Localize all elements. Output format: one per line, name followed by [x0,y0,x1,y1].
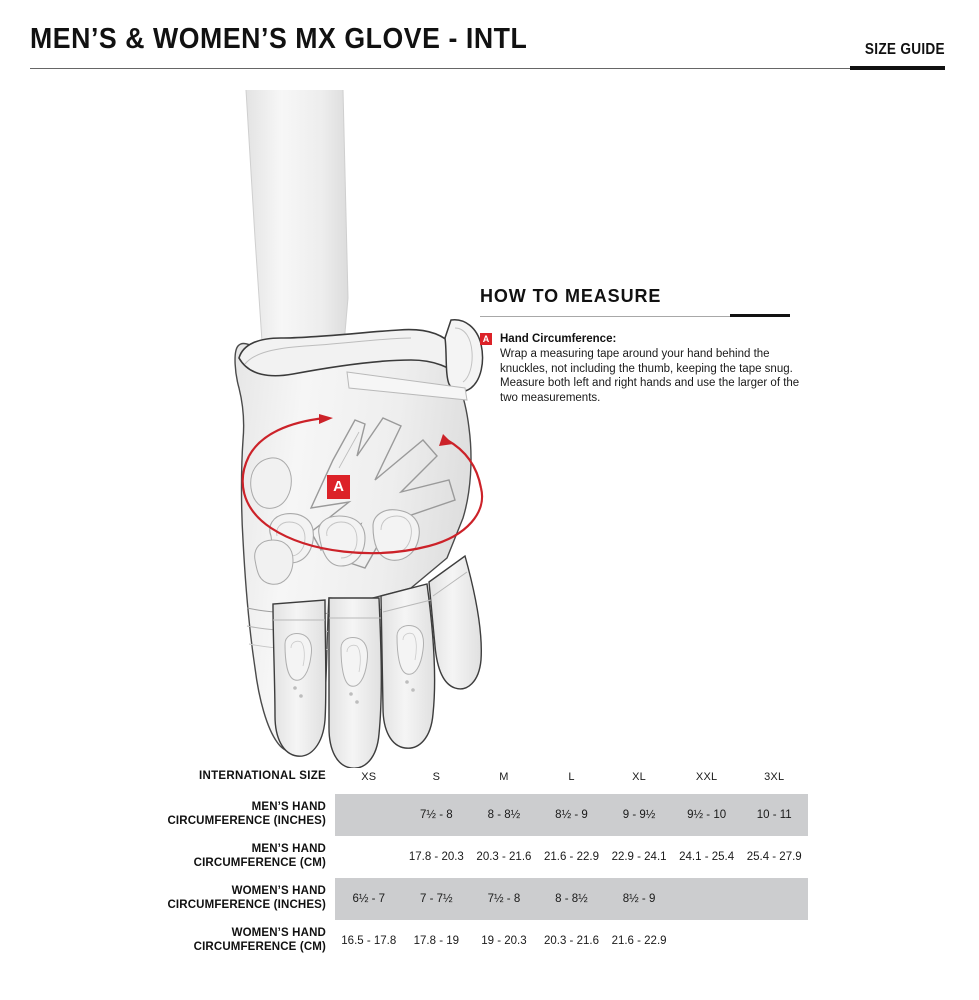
table-row: MEN’S HAND CIRCUMFERENCE (INCHES) 7½ - 8 8 … [0,794,979,836]
table-cell: 8 - 8½ [555,893,588,905]
table-cell: 25.4 - 27.9 [746,851,802,863]
table-cell: S [432,771,441,783]
table-cell-group: XS S M L XL XXL 3XL [335,760,808,794]
glove-illustration [215,88,535,768]
table-cell: 7½ - 8 [487,893,521,905]
table-row-label: MEN’S HAND CIRCUMFERENCE (CM) [0,843,326,870]
header-divider-accent [850,66,945,70]
table-cell: XS [361,771,377,783]
table-row: WOMEN’S HAND CIRCUMFERENCE (INCHES) 6½ - 7… [0,878,979,920]
table-row-label-line1: WOMEN’S HAND [231,927,326,939]
how-to-measure-divider-thin [480,316,790,317]
measure-badge-a-icon: A [480,333,492,345]
table-cell: L [568,771,575,783]
table-cell: M [499,771,509,783]
table-row-label-line2: CIRCUMFERENCE (CM) [193,856,326,869]
table-cell: 7½ - 8 [420,809,453,821]
table-row-label: WOMEN’S HAND CIRCUMFERENCE (CM) [0,927,326,954]
table-header-label: INTERNATIONAL SIZE [198,770,326,782]
table-cell: 20.3 - 21.6 [476,851,532,863]
row-highlight-band [335,794,808,836]
table-cell [335,836,403,878]
table-cell: 19 - 20.3 [481,935,527,947]
table-cell [740,920,808,962]
table-row-label-line2: CIRCUMFERENCE (CM) [193,940,326,953]
table-cell-group: 6½ - 7 7 - 7½ 7½ - 8 8 - 8½ 8½ - 9 [335,878,808,920]
table-row-label: WOMEN’S HAND CIRCUMFERENCE (INCHES) [0,885,326,912]
table-header-row: INTERNATIONAL SIZE XS S M L XL XXL 3XL [0,760,979,794]
table-cell: 3XL [764,771,785,783]
table-cell-group: 17.8 - 20.3 20.3 - 21.6 21.6 - 22.9 22.9 - … [335,836,808,878]
table-cell: 8½ - 9 [555,809,588,821]
table-cell: 8½ - 9 [622,893,656,905]
glove-forearm [245,89,349,364]
measure-instruction-body: Wrap a measuring tape around your hand b… [500,348,800,404]
header-divider-thin [30,68,945,69]
table-cell: 6½ - 7 [352,893,386,905]
glove-fingers [272,554,483,768]
table-cell-group: 16.5 - 17.8 17.8 - 19 19 - 20.3 20.3 - 21.6… [335,920,808,962]
measure-instruction-a: A Hand Circumference: Wrap a measuring t… [480,332,800,405]
measure-point-marker-a: A [327,475,350,499]
table-row-label-line2: CIRCUMFERENCE (INCHES) [167,814,326,827]
measure-instruction-title: Hand Circumference: [500,333,617,345]
table-row-label-line1: MEN’S HAND [251,801,326,813]
table-cell [740,878,808,920]
table-cell: 24.1 - 25.4 [679,851,735,863]
table-cell: 21.6 - 22.9 [543,851,599,863]
how-to-measure-section: HOW TO MEASURE A Hand Circumference: Wra… [480,286,800,405]
table-cell: XL [632,771,646,783]
table-row: WOMEN’S HAND CIRCUMFERENCE (CM) 16.5 - 17.… [0,920,979,962]
size-chart-table: INTERNATIONAL SIZE XS S M L XL XXL 3XL MEN’S HAN… [0,760,979,962]
table-cell: 17.8 - 20.3 [408,851,464,863]
size-guide-label: SIZE GUIDE [865,41,945,58]
page-title: MEN’S & WOMEN’S MX GLOVE - INTL [30,23,528,55]
table-row-label-line1: MEN’S HAND [251,843,326,855]
table-cell-group: 7½ - 8 8 - 8½ 8½ - 9 9 - 9½ 9½ - 10 10 - 11 [335,794,808,836]
how-to-measure-divider-accent [730,314,790,317]
table-cell: 20.3 - 21.6 [543,935,599,947]
table-cell: 7 - 7½ [420,893,453,905]
table-cell [335,794,403,836]
table-row-label-line1: WOMEN’S HAND [231,885,326,897]
table-cell: XXL [695,771,718,783]
how-to-measure-divider [480,314,800,320]
measuring-tape-arrowheads [319,414,453,446]
page-header: MEN’S & WOMEN’S MX GLOVE - INTL SIZE GUI… [0,0,979,78]
table-cell [673,878,741,920]
table-cell [673,920,741,962]
table-cell: 10 - 11 [756,809,792,821]
table-row-label-line2: CIRCUMFERENCE (INCHES) [167,898,326,911]
table-row-label: MEN’S HAND CIRCUMFERENCE (INCHES) [0,801,326,828]
table-cell: 21.6 - 22.9 [611,935,667,947]
table-cell: 8 - 8½ [487,809,521,821]
table-cell: 9 - 9½ [622,809,656,821]
table-row: MEN’S HAND CIRCUMFERENCE (CM) 17.8 - 20.3 2… [0,836,979,878]
table-cell: 17.8 - 19 [413,935,460,947]
how-to-measure-title: HOW TO MEASURE [480,286,662,306]
table-cell: 16.5 - 17.8 [341,935,397,947]
table-cell: 9½ - 10 [687,809,727,821]
row-highlight-band [335,878,808,920]
table-cell: 22.9 - 24.1 [611,851,667,863]
